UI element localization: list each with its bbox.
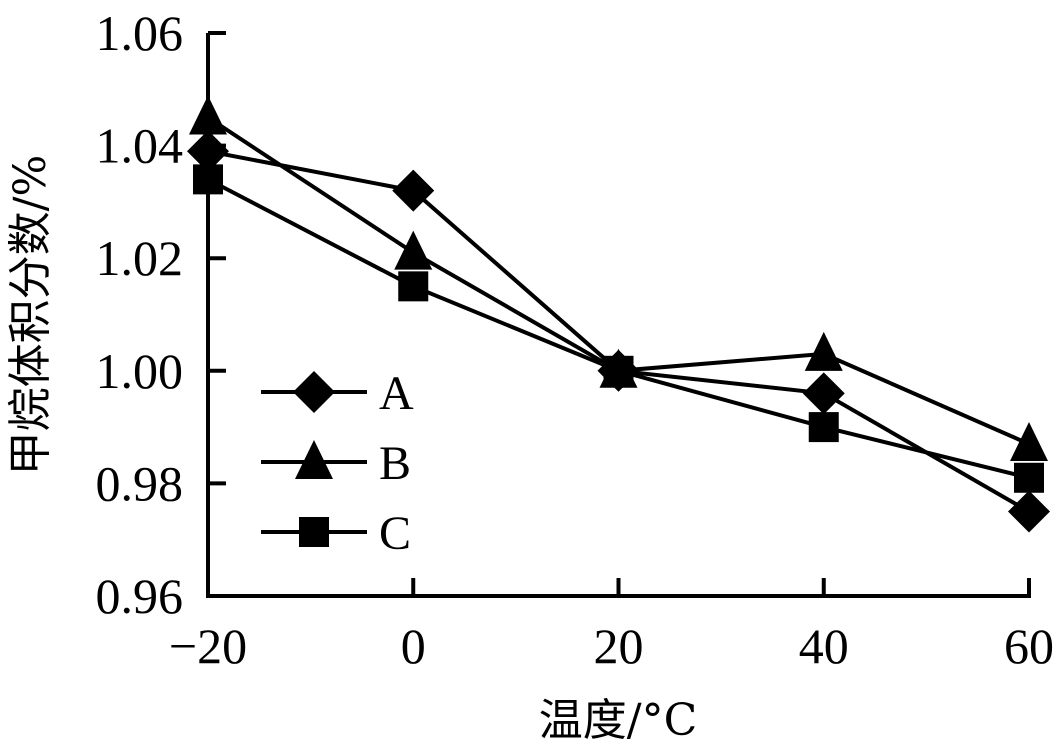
data-point-B <box>1010 421 1048 461</box>
legend-square-icon <box>299 517 329 547</box>
data-point-A <box>187 130 229 173</box>
legend-item-C: C <box>261 507 411 560</box>
legend: ABC <box>261 367 414 560</box>
series-markers <box>187 95 1050 533</box>
y-tick-label: 1.06 <box>96 5 184 61</box>
data-point-B <box>189 95 227 135</box>
data-point-B <box>394 230 433 270</box>
data-point-A <box>392 169 435 212</box>
x-axis-ticks: −20 0 20 40 60 <box>169 578 1054 674</box>
axes <box>206 33 1031 598</box>
x-tick-label: −20 <box>169 618 247 674</box>
y-tick-label: 1.02 <box>96 230 184 286</box>
legend-label: C <box>379 507 411 560</box>
y-tick-label: 0.96 <box>96 568 184 624</box>
x-tick-label: 40 <box>799 618 849 674</box>
legend-label: A <box>379 367 414 420</box>
x-tick-label: 0 <box>401 618 426 674</box>
x-tick-label: 60 <box>1004 618 1054 674</box>
data-point-C <box>1014 462 1044 493</box>
y-axis-ticks: 0.96 0.98 1.00 1.02 1.04 1.06 <box>96 5 226 624</box>
legend-label: B <box>379 437 411 490</box>
data-point-C <box>398 271 429 302</box>
data-point-B <box>804 331 843 371</box>
legend-item-B: B <box>261 437 411 490</box>
data-point-C <box>808 412 839 443</box>
series-line-C <box>207 177 1030 480</box>
y-axis-title: 甲烷体积分数/% <box>5 155 56 476</box>
data-point-A <box>802 372 845 415</box>
legend-diamond-icon <box>293 371 335 413</box>
y-tick-label: 1.00 <box>96 343 184 399</box>
x-axis-title: 温度/°C <box>539 695 698 746</box>
legend-item-A: A <box>261 367 414 420</box>
y-tick-label: 0.98 <box>96 455 184 511</box>
legend-triangle-icon <box>295 440 333 479</box>
series-line-A <box>207 149 1030 514</box>
series-lines <box>206 115 1030 514</box>
y-tick-label: 1.04 <box>96 118 184 174</box>
data-point-A <box>1008 490 1050 533</box>
data-point-C <box>193 164 223 195</box>
data-point-C <box>603 355 634 386</box>
x-tick-label: 20 <box>594 618 644 674</box>
